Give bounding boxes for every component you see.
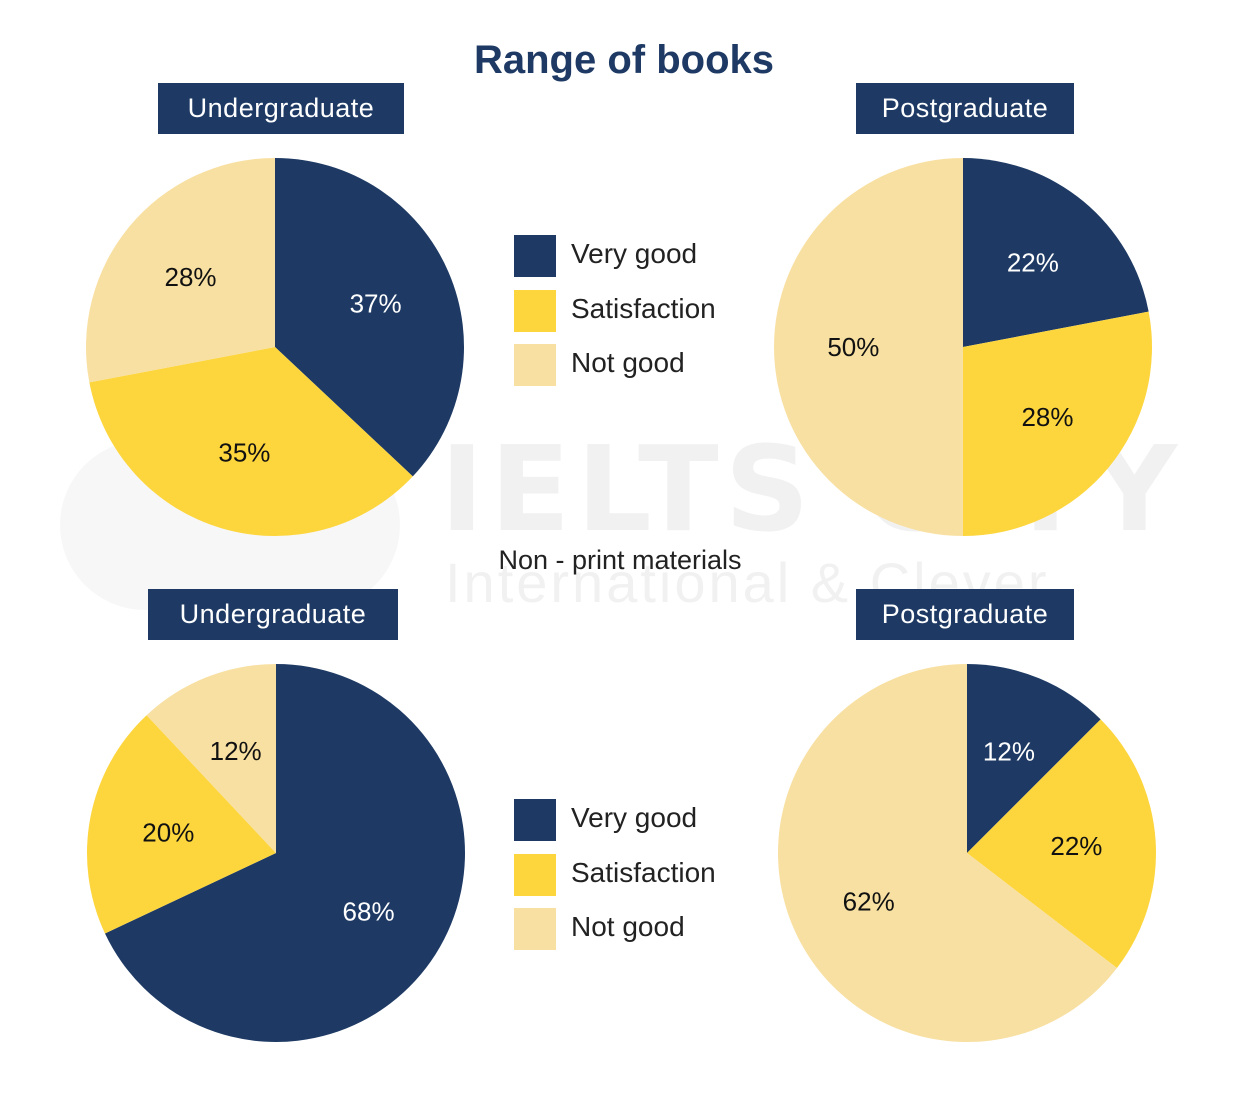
legend-swatch-very-good	[514, 799, 556, 841]
pie-data-label-not-good: 28%	[165, 262, 217, 292]
pie-slice-not-good	[85, 158, 275, 383]
pie-nonprint-undergraduate: 68% 20% 12%	[86, 664, 466, 1042]
pie-books-postgraduate: 22% 28% 50%	[774, 158, 1152, 536]
pie-data-label-not-good: 12%	[210, 736, 262, 766]
legend-swatch-not-good	[514, 344, 556, 386]
tag-books-postgraduate: Postgraduate	[856, 83, 1074, 134]
legend-label-satisfaction: Satisfaction	[571, 293, 716, 324]
pie-slice-not-good	[777, 664, 1117, 1042]
pie-slice-not-good	[774, 158, 963, 536]
pie-data-label-satisfaction: 20%	[142, 817, 194, 847]
pie-slice-satisfaction	[89, 347, 413, 536]
pie-slice-not-good	[146, 664, 276, 853]
pie-data-label-not-good: 62%	[843, 886, 895, 916]
pie-slice-very-good	[963, 158, 1149, 347]
legend-label-very-good: Very good	[571, 238, 698, 269]
pie-slice-satisfaction	[86, 715, 276, 934]
pie-data-label-very-good: 12%	[983, 737, 1035, 767]
pie-slice-satisfaction	[967, 719, 1156, 969]
pie-slice-very-good	[104, 664, 466, 1042]
legend-label-satisfaction: Satisfaction	[571, 857, 716, 888]
legend-swatch-satisfaction	[514, 854, 556, 896]
pie-data-label-satisfaction: 35%	[218, 437, 270, 467]
pie-data-label-very-good: 37%	[350, 288, 402, 318]
pie-data-label-very-good: 68%	[343, 897, 395, 927]
pie-data-label-satisfaction: 22%	[1050, 831, 1102, 861]
tag-books-undergraduate: Undergraduate	[158, 83, 404, 134]
pie-data-label-very-good: 22%	[1007, 248, 1059, 278]
section-subtitle: Non - print materials	[498, 545, 742, 575]
tag-nonprint-postgraduate: Postgraduate	[856, 589, 1074, 640]
pie-slice-very-good	[275, 158, 464, 477]
pie-slice-very-good	[967, 664, 1101, 853]
pie-slice-satisfaction	[963, 311, 1152, 536]
pie-nonprint-postgraduate: 12% 22% 62%	[777, 664, 1156, 1042]
tag-nonprint-undergraduate: Undergraduate	[148, 589, 398, 640]
legend-swatch-very-good	[514, 235, 556, 277]
chart-title: Range of books	[473, 38, 775, 82]
legend-label-not-good: Not good	[571, 911, 685, 942]
pie-data-label-not-good: 50%	[827, 332, 879, 362]
legend-label-not-good: Not good	[571, 347, 685, 378]
pie-data-label-satisfaction: 28%	[1021, 402, 1073, 432]
legend-label-very-good: Very good	[571, 802, 698, 833]
pie-books-undergraduate: 37% 35% 28%	[85, 158, 464, 536]
legend-swatch-not-good	[514, 908, 556, 950]
legend-swatch-satisfaction	[514, 290, 556, 332]
